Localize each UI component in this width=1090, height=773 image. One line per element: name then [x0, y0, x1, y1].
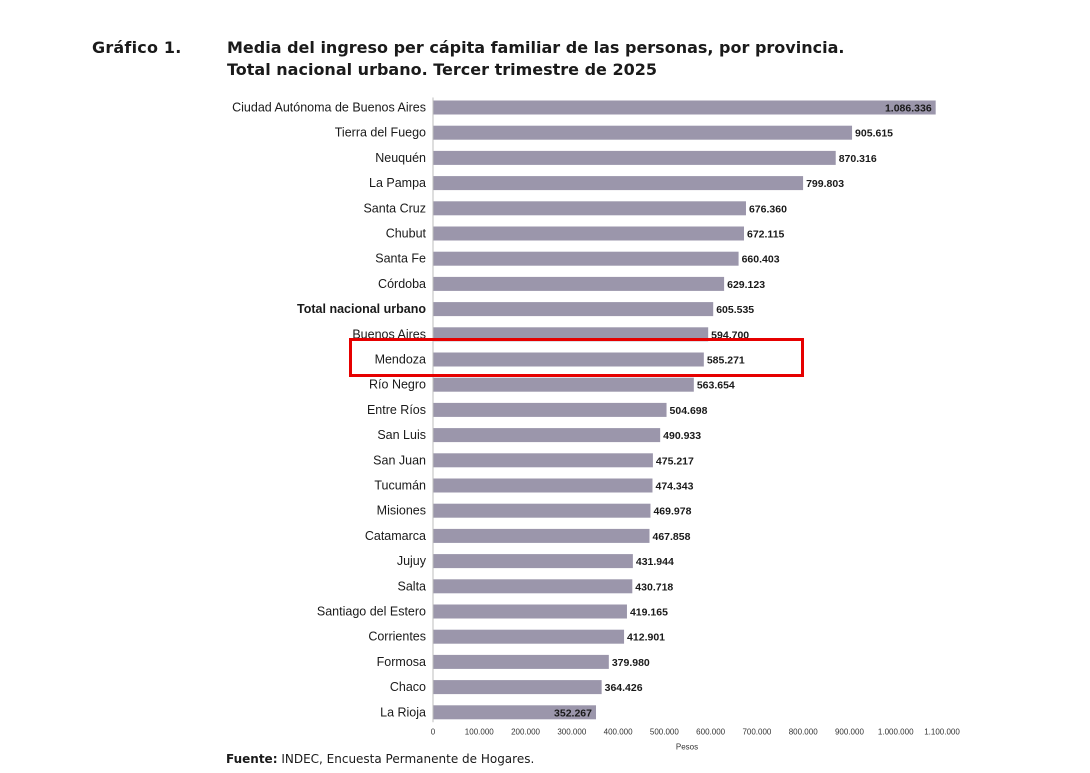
category-label-entre-rios: Entre Ríos — [367, 403, 426, 417]
value-label-misiones: 469.978 — [653, 506, 691, 518]
value-label-la-pampa: 799.803 — [806, 178, 844, 190]
category-label-buenos-aires: Buenos Aires — [352, 327, 426, 341]
category-label-cordoba: Córdoba — [378, 277, 426, 291]
x-tick-label-0: 0 — [431, 727, 436, 736]
source-text: INDEC, Encuesta Permanente de Hogares. — [277, 752, 535, 766]
bar-total-nacional-urbano — [433, 302, 714, 317]
bar-san-luis — [433, 428, 661, 443]
value-label-formosa: 379.980 — [612, 657, 650, 669]
category-label-misiones: Misiones — [377, 504, 426, 518]
x-tick-label-8: 800.000 — [789, 727, 818, 736]
source-label: Fuente: — [226, 752, 278, 766]
bar-jujuy — [433, 554, 633, 569]
bar-misiones — [433, 503, 651, 518]
value-label-corrientes: 412.901 — [627, 632, 665, 644]
x-tick-label-10: 1.000.000 — [878, 727, 914, 736]
bar-santa-fe — [433, 251, 739, 266]
value-label-santiago-del-estero: 419.165 — [630, 607, 668, 619]
bar-santa-cruz — [433, 201, 746, 216]
bar-salta — [433, 579, 633, 594]
category-label-neuquen: Neuquén — [375, 151, 426, 165]
category-label-mendoza: Mendoza — [375, 353, 426, 367]
category-label-tierra-del-fuego: Tierra del Fuego — [335, 126, 426, 140]
category-label-san-juan: San Juan — [373, 453, 426, 467]
bar-tucuman — [433, 478, 653, 493]
value-label-salta: 430.718 — [635, 581, 673, 593]
bar-buenos-aires — [433, 327, 709, 342]
bars-group — [433, 100, 936, 720]
x-tick-label-4: 400.000 — [604, 727, 633, 736]
bar-la-pampa — [433, 176, 804, 191]
value-labels-group: 1.086.336 905.615 870.316 799.803 676.360 672… — [554, 103, 932, 720]
value-label-santa-cruz: 676.360 — [749, 203, 787, 215]
category-label-san-luis: San Luis — [377, 428, 426, 442]
category-label-tucuman: Tucumán — [374, 479, 426, 493]
bar-formosa — [433, 654, 609, 669]
bar-mendoza — [433, 352, 704, 367]
value-label-chubut: 672.115 — [747, 229, 785, 241]
category-label-chaco: Chaco — [390, 680, 426, 694]
category-label-salta: Salta — [398, 579, 427, 593]
source-note: Fuente: INDEC, Encuesta Permanente de Ho… — [226, 752, 534, 766]
x-tick-label-5: 500.000 — [650, 727, 679, 736]
value-label-cordoba: 629.123 — [727, 279, 765, 291]
value-label-tierra-del-fuego: 905.615 — [855, 128, 893, 140]
category-label-chubut: Chubut — [386, 227, 427, 241]
value-label-san-juan: 475.217 — [656, 455, 694, 467]
bar-corrientes — [433, 629, 625, 644]
mendoza-highlight-box — [349, 338, 804, 377]
value-label-catamarca: 467.858 — [652, 531, 690, 543]
bar-santiago-del-estero — [433, 604, 627, 619]
bar-chubut — [433, 226, 745, 241]
category-label-la-rioja: La Rioja — [380, 705, 426, 719]
category-label-la-pampa: La Pampa — [369, 176, 426, 190]
x-tick-label-9: 900.000 — [835, 727, 864, 736]
bar-catamarca — [433, 528, 650, 543]
value-label-mendoza: 585.271 — [707, 355, 745, 367]
category-label-ciudad-autonoma-de-buenos-aires: Ciudad Autónoma de Buenos Aires — [232, 101, 426, 115]
chart-title-line2: Total nacional urbano. Tercer trimestre … — [227, 60, 657, 79]
chart-title-line1: Media del ingreso per cápita familiar de… — [227, 38, 845, 57]
value-label-neuquen: 870.316 — [839, 153, 877, 165]
category-label-total-nacional-urbano: Total nacional urbano — [297, 302, 426, 316]
bar-la-rioja — [433, 705, 597, 720]
bar-san-juan — [433, 453, 653, 468]
x-tick-label-3: 300.000 — [557, 727, 586, 736]
bar-cordoba — [433, 276, 725, 291]
category-label-santiago-del-estero: Santiago del Estero — [317, 605, 426, 619]
value-label-total-nacional-urbano: 605.535 — [716, 304, 754, 316]
bar-entre-rios — [433, 402, 667, 417]
category-labels-group: Ciudad Autónoma de Buenos Aires Tierra de… — [232, 101, 427, 720]
figure-label: Gráfico 1. — [92, 38, 182, 57]
value-label-ciudad-autonoma-de-buenos-aires: 1.086.336 — [885, 103, 932, 115]
value-label-tucuman: 474.343 — [655, 481, 693, 493]
category-label-rio-negro: Río Negro — [369, 378, 426, 392]
value-label-jujuy: 431.944 — [636, 556, 674, 568]
category-label-formosa: Formosa — [377, 655, 426, 669]
bar-ciudad-autonoma-de-buenos-aires — [433, 100, 936, 115]
category-label-santa-cruz: Santa Cruz — [363, 201, 426, 215]
category-label-santa-fe: Santa Fe — [375, 252, 426, 266]
x-tick-label-1: 100.000 — [465, 727, 494, 736]
value-label-chaco: 364.426 — [605, 682, 643, 694]
x-tick-label-2: 200.000 — [511, 727, 540, 736]
value-label-rio-negro: 563.654 — [697, 380, 735, 392]
category-label-catamarca: Catamarca — [365, 529, 426, 543]
value-label-san-luis: 490.933 — [663, 430, 701, 442]
x-tick-label-7: 700.000 — [742, 727, 771, 736]
x-tick-label-6: 600.000 — [696, 727, 725, 736]
value-label-entre-rios: 504.698 — [670, 405, 708, 417]
x-tick-label-11: 1.100.000 — [924, 727, 960, 736]
x-axis-title: Pesos — [676, 742, 698, 751]
x-axis-group: 0 100.000 200.000 300.000 400.000 500.000 600.… — [431, 97, 960, 751]
bar-neuquen — [433, 150, 836, 165]
bar-rio-negro — [433, 377, 694, 392]
value-label-santa-fe: 660.403 — [742, 254, 780, 266]
value-label-la-rioja: 352.267 — [554, 707, 592, 719]
category-label-corrientes: Corrientes — [368, 630, 426, 644]
bar-chaco — [433, 680, 602, 695]
category-label-jujuy: Jujuy — [397, 554, 427, 568]
bar-tierra-del-fuego — [433, 125, 853, 140]
